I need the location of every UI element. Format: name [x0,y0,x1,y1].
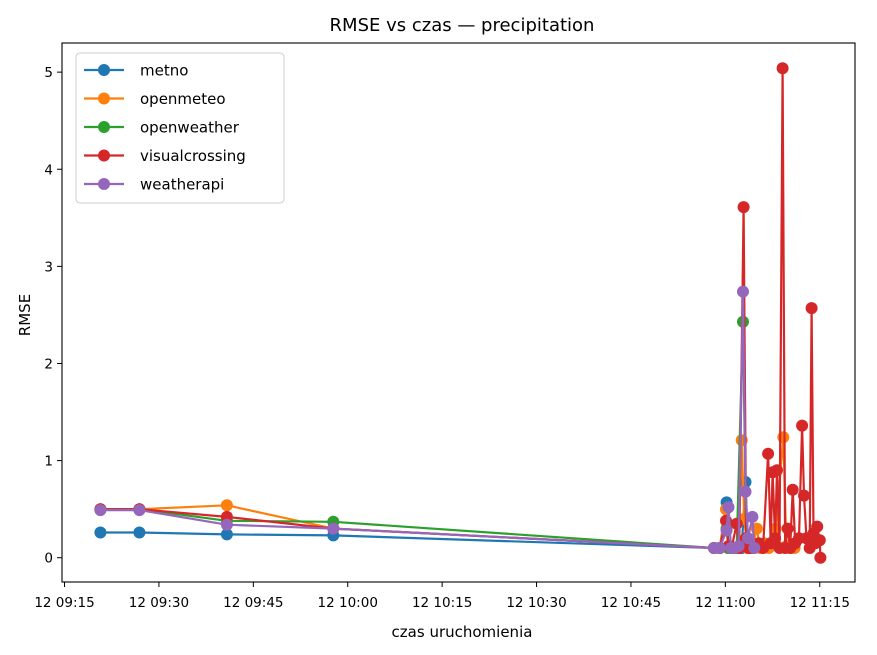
y-axis-title: RMSE [16,294,34,336]
data-point-visualcrossing-11 [737,201,750,214]
legend-item-weatherapi: weatherapi [84,176,224,194]
data-point-visualcrossing-17 [762,447,775,460]
y-tick-label-5: 5 [44,65,53,81]
y-tick-label-1: 1 [44,454,53,470]
x-axis: 12 09:15 12 09:30 12 09:45 12 10:00 12 10:15… [34,582,850,611]
data-point-visualcrossing-27 [786,483,799,496]
data-point-weatherapi-15 [748,542,761,554]
x-tick-label-7: 12 11:00 [695,595,755,611]
data-point-weatherapi-6 [720,524,733,537]
data-point-visualcrossing-37 [811,520,824,533]
legend-marker-openmeteo [98,92,110,105]
x-axis-title: czas uruchomienia [392,623,533,641]
y-tick-label-2: 2 [44,356,53,372]
data-point-visualcrossing-31 [798,489,810,502]
data-point-weatherapi-3 [327,522,340,535]
data-point-weatherapi-10 [732,540,745,553]
x-tick-label-0: 12 09:15 [34,595,94,611]
legend-marker-openweather [98,121,110,133]
x-tick-label-2: 12 09:45 [223,595,283,611]
data-point-visualcrossing-25 [781,522,794,535]
series-weatherapi [94,285,761,554]
y-tick-label-0: 0 [44,551,53,567]
data-point-weatherapi-7 [722,501,735,514]
legend-box [75,52,285,204]
legend-label-openmeteo: openmeteo [140,90,226,108]
legend-label-weatherapi: weatherapi [140,176,224,194]
series-openmeteo [94,431,801,554]
data-point-weatherapi-12 [739,485,752,498]
legend-item-openweather: openweather [84,119,240,137]
legend-item-openmeteo: openmeteo [84,90,226,108]
y-axis: 0 1 2 3 4 5 [44,65,62,567]
legend-marker-metno [98,64,110,76]
legend-label-visualcrossing: visualcrossing [140,147,246,165]
legend-label-metno: metno [140,62,188,80]
legend-marker-weatherapi [98,178,110,190]
data-point-visualcrossing-38 [813,534,826,547]
data-point-weatherapi-5 [713,542,726,554]
data-point-weatherapi-14 [746,510,759,523]
data-point-visualcrossing-39 [814,551,827,564]
x-tick-label-5: 12 10:30 [506,595,566,611]
data-point-openmeteo-2 [220,499,233,512]
y-tick-label-3: 3 [44,259,53,275]
data-point-weatherapi-13 [742,532,754,545]
series-line-openmeteo [100,436,795,550]
data-point-weatherapi-11 [737,285,749,298]
data-point-visualcrossing-23 [776,62,789,75]
series-line-weatherapi [100,290,756,550]
data-point-weatherapi-1 [133,504,146,517]
x-tick-label-1: 12 09:30 [129,595,189,611]
data-point-visualcrossing-21 [771,464,783,477]
data-point-metno-0 [94,526,107,539]
y-tick-label-4: 4 [44,162,53,178]
plot-frame [61,42,856,583]
data-point-visualcrossing-30 [796,419,809,432]
x-tick-label-6: 12 10:45 [601,595,661,611]
data-point-visualcrossing-20 [769,532,782,545]
data-point-weatherapi-2 [220,518,233,531]
legend: metno openmeteo openweather visualcrossing w… [75,52,285,204]
data-point-weatherapi-0 [94,504,107,517]
x-tick-label-4: 12 10:15 [412,595,472,611]
chart-title: RMSE vs czas — precipitation [330,15,595,36]
legend-label-openweather: openweather [140,119,240,137]
legend-item-visualcrossing: visualcrossing [84,147,246,165]
data-point-visualcrossing-9 [730,517,743,530]
x-tick-label-8: 12 11:15 [790,595,850,611]
data-point-metno-2 [220,528,233,541]
plot-area [61,42,856,583]
legend-item-metno: metno [84,62,188,80]
legend-marker-visualcrossing [98,149,110,162]
data-point-visualcrossing-34 [805,302,818,315]
x-tick-label-3: 12 10:00 [318,595,378,611]
data-point-metno-1 [133,526,146,539]
